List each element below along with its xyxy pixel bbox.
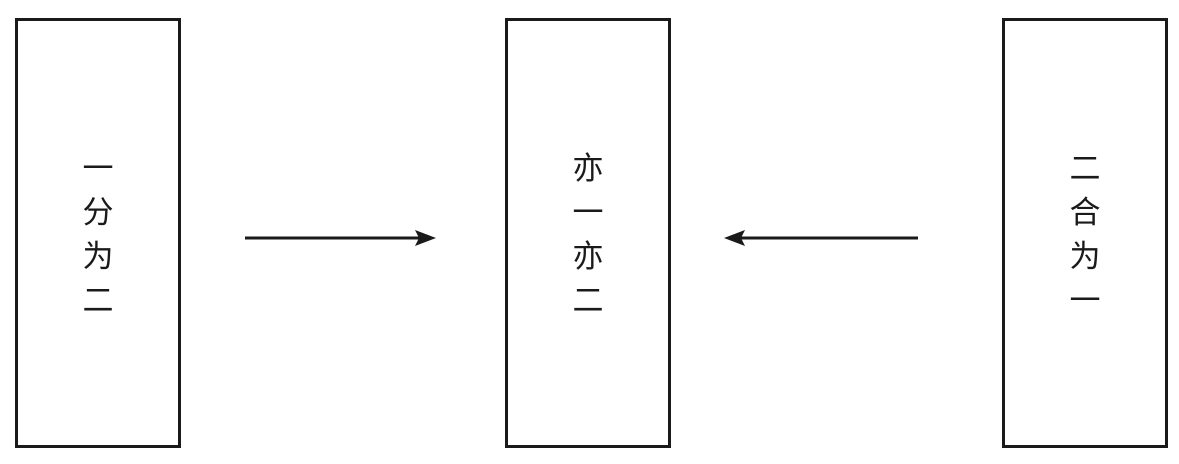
box-center-text: 亦 一 亦 二 <box>573 149 604 321</box>
box-two-combine-into-one: 二 合 为 一 <box>1002 18 1168 448</box>
box-center-char-2: 一 <box>572 195 604 231</box>
box-left-char-4: 二 <box>82 283 114 319</box>
box-left-char-1: 一 <box>82 151 114 187</box>
box-left-text: 一 分 为 二 <box>83 149 114 321</box>
arrow-right-to-center-head <box>724 230 745 246</box>
box-center-char-3: 亦 <box>572 239 604 275</box>
box-center-char-4: 二 <box>572 283 604 319</box>
box-left-char-3: 为 <box>82 239 114 275</box>
arrow-left-to-center <box>245 230 436 246</box>
box-one-divides-into-two: 一 分 为 二 <box>15 18 181 448</box>
arrow-right-to-center <box>724 230 918 246</box>
box-right-text: 二 合 为 一 <box>1070 149 1101 321</box>
box-both-one-and-two: 亦 一 亦 二 <box>505 18 671 448</box>
box-right-char-3: 为 <box>1069 239 1101 275</box>
box-left-char-2: 分 <box>82 195 114 231</box>
box-center-char-1: 亦 <box>572 151 604 187</box>
box-right-char-4: 一 <box>1069 283 1101 319</box>
arrow-left-to-center-head <box>415 230 436 246</box>
box-right-char-1: 二 <box>1069 151 1101 187</box>
box-right-char-2: 合 <box>1069 195 1101 231</box>
